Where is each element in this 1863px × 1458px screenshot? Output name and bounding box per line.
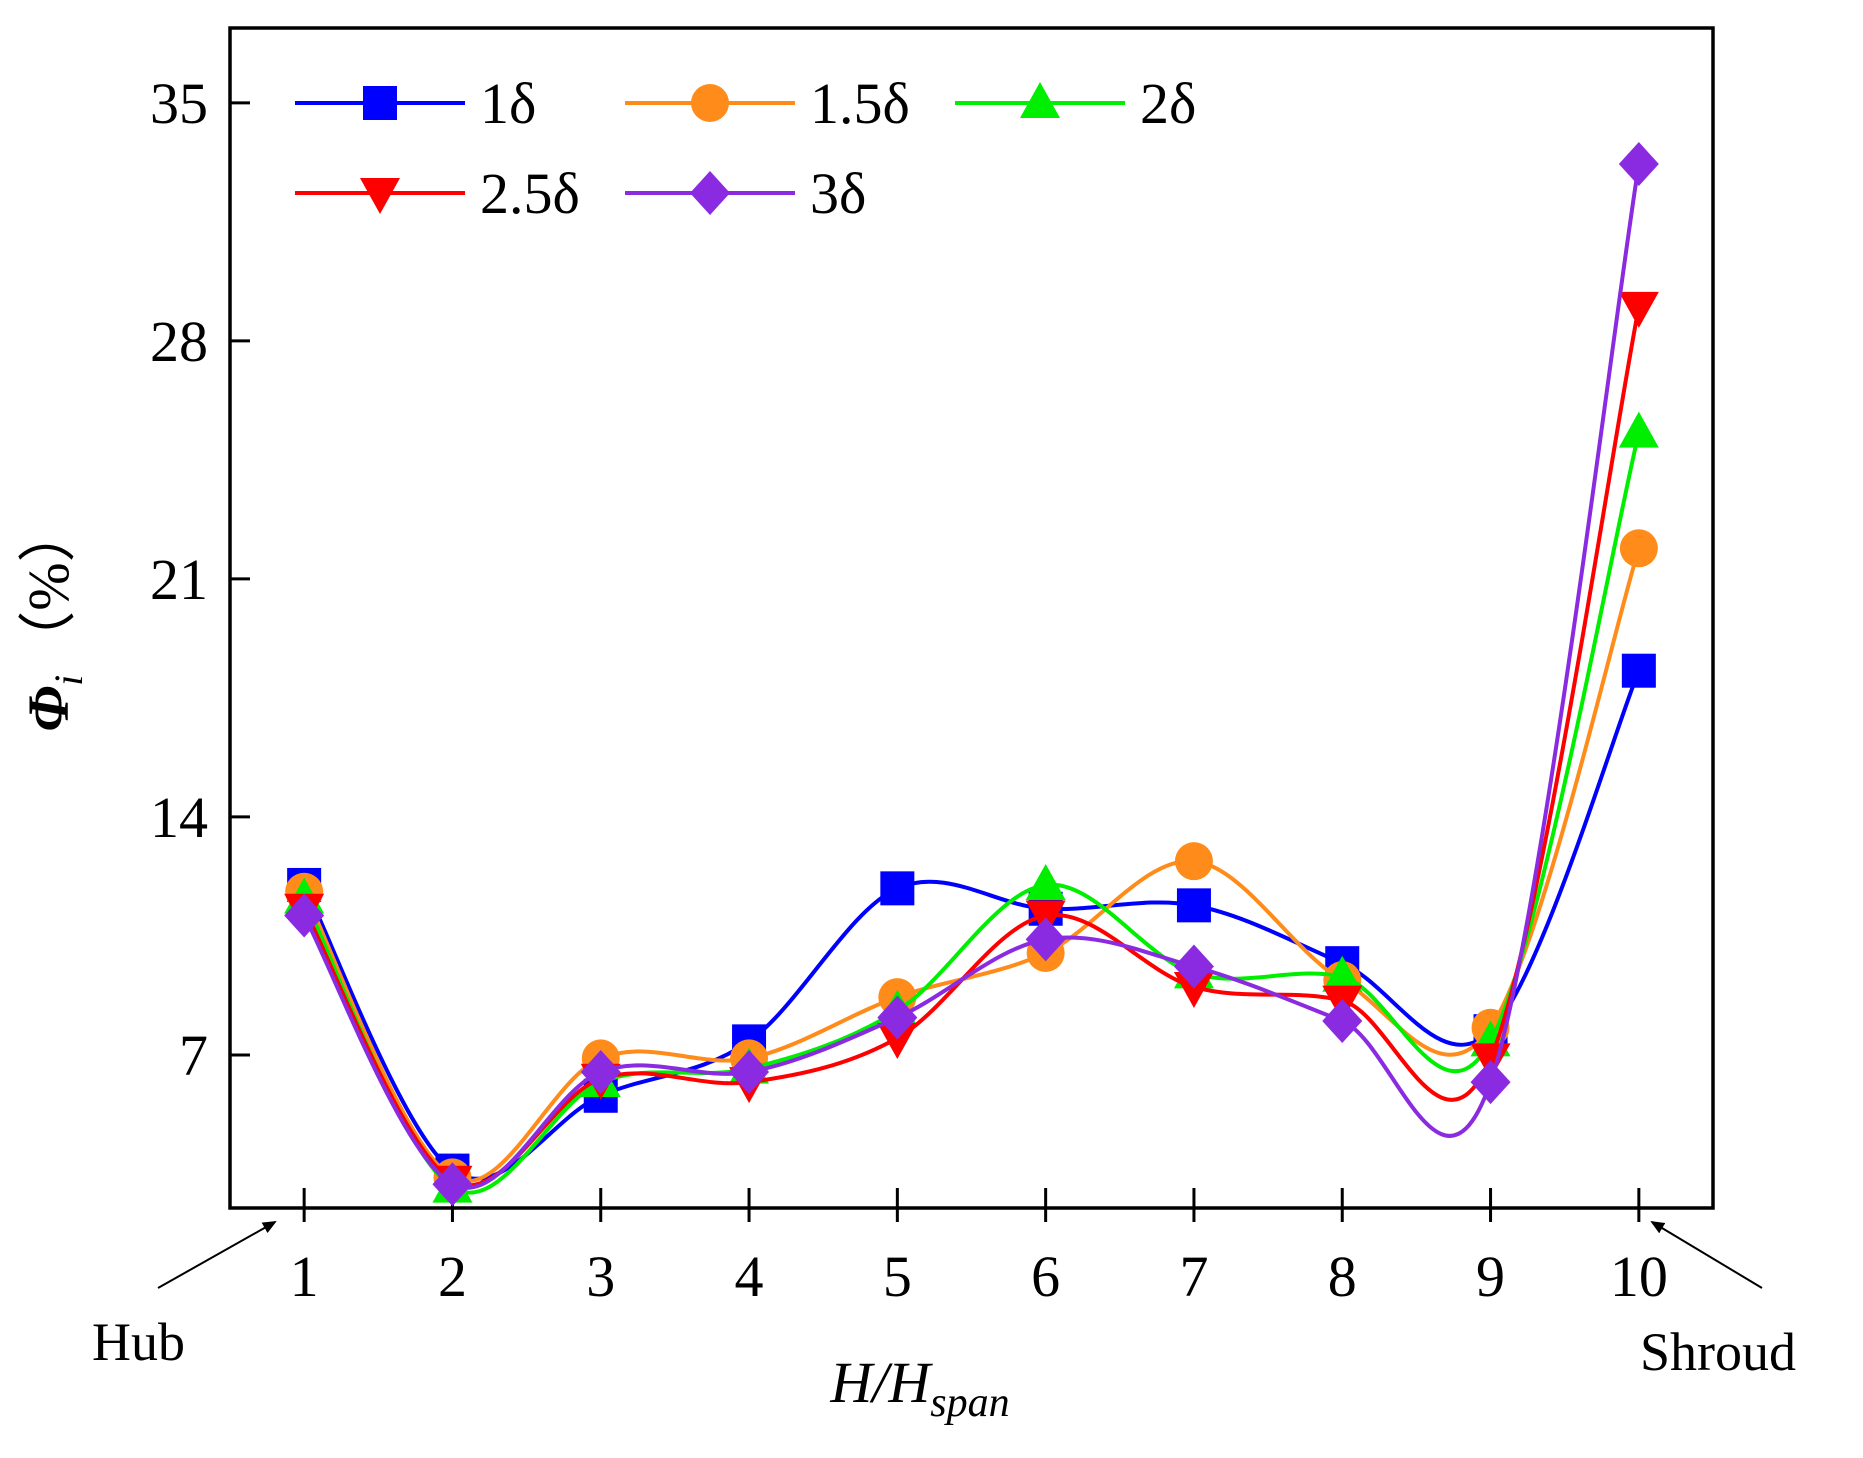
plot-area-frame xyxy=(228,26,1715,1210)
data-point xyxy=(1322,998,1363,1043)
x-tick-label: 3 xyxy=(586,1244,615,1309)
x-tick-label: 1 xyxy=(290,1244,319,1309)
data-point xyxy=(1025,917,1066,962)
legend-label: 2δ xyxy=(1140,71,1196,136)
y-tick-label: 21 xyxy=(150,547,208,612)
series-2 xyxy=(285,529,1658,1197)
shroud-label: Shroud xyxy=(1640,1322,1796,1382)
series-line xyxy=(302,163,1641,1190)
x-axis-label-main: H/H xyxy=(829,1350,933,1415)
legend-label: 2.5δ xyxy=(480,161,580,226)
series-line xyxy=(302,669,1641,1181)
x-tick-label: 9 xyxy=(1476,1244,1505,1309)
y-tick-label: 28 xyxy=(150,309,208,374)
legend-label: 1δ xyxy=(480,71,536,136)
data-point xyxy=(432,1162,473,1207)
legend-item: 2.5δ xyxy=(295,161,580,226)
data-point xyxy=(1025,863,1066,900)
data-point xyxy=(284,893,325,938)
y-tick-label: 14 xyxy=(150,785,208,850)
data-point xyxy=(580,1049,621,1094)
x-tick-label: 5 xyxy=(883,1244,912,1309)
data-point xyxy=(729,1049,770,1094)
data-point xyxy=(1173,944,1214,989)
series-1 xyxy=(287,653,1656,1188)
series-4 xyxy=(284,291,1659,1202)
x-tick-label: 6 xyxy=(1031,1244,1060,1309)
x-axis-ticks: 1 2 3 4 5 6 7 8 9 10 xyxy=(290,1188,1668,1309)
data-point xyxy=(1173,971,1214,1008)
x-tick-label: 7 xyxy=(1179,1244,1208,1309)
legend-marker xyxy=(1020,82,1060,118)
y-axis-ticks: 7 14 21 28 35 xyxy=(150,71,250,1088)
x-tick-label: 4 xyxy=(735,1244,764,1309)
data-point xyxy=(1621,653,1656,688)
x-tick-label: 2 xyxy=(438,1244,467,1309)
data-point xyxy=(1470,1060,1511,1105)
series-line xyxy=(302,547,1641,1184)
legend-label: 3δ xyxy=(810,161,866,226)
hub-arrow xyxy=(157,1221,277,1289)
x-tick-label: 10 xyxy=(1610,1244,1668,1309)
series-layer xyxy=(284,142,1659,1207)
legend-item: 1δ xyxy=(295,71,536,136)
x-tick-label: 8 xyxy=(1328,1244,1357,1309)
hub-label: Hub xyxy=(92,1312,185,1372)
legend-marker xyxy=(360,178,400,214)
series-3 xyxy=(284,411,1659,1203)
legend-item: 3δ xyxy=(625,161,866,226)
y-axis-label-symbol: Φ xyxy=(16,686,81,732)
data-point xyxy=(1619,529,1658,568)
series-line xyxy=(302,432,1641,1195)
data-point xyxy=(1618,291,1659,328)
series-5 xyxy=(284,142,1659,1207)
y-tick-label: 7 xyxy=(179,1023,208,1088)
legend-marker xyxy=(691,84,729,122)
data-point xyxy=(1322,955,1363,992)
legend-item: 2δ xyxy=(955,71,1196,136)
legend-marker xyxy=(363,86,397,120)
legend-marker xyxy=(690,171,730,215)
legend: 1δ 1.5δ 2δ 2.5δ 3δ xyxy=(295,71,1196,226)
legend-label: 1.5δ xyxy=(810,71,910,136)
y-axis-label-unit: （%） xyxy=(16,504,81,668)
data-point xyxy=(1176,888,1211,923)
y-axis-label: Φi （%） xyxy=(16,504,91,731)
data-point xyxy=(880,871,915,906)
data-point xyxy=(1618,411,1659,448)
x-axis-label: H/Hspan xyxy=(829,1350,1009,1426)
legend-item: 1.5δ xyxy=(625,71,910,136)
data-point xyxy=(1618,142,1659,187)
x-axis-label-subscript: span xyxy=(930,1380,1009,1426)
y-axis-label-subscript: i xyxy=(46,675,91,686)
y-tick-label: 35 xyxy=(150,71,208,136)
data-point xyxy=(877,1022,918,1059)
shroud-arrow xyxy=(1650,1220,1763,1289)
data-point xyxy=(1174,842,1213,881)
data-point xyxy=(877,995,918,1040)
